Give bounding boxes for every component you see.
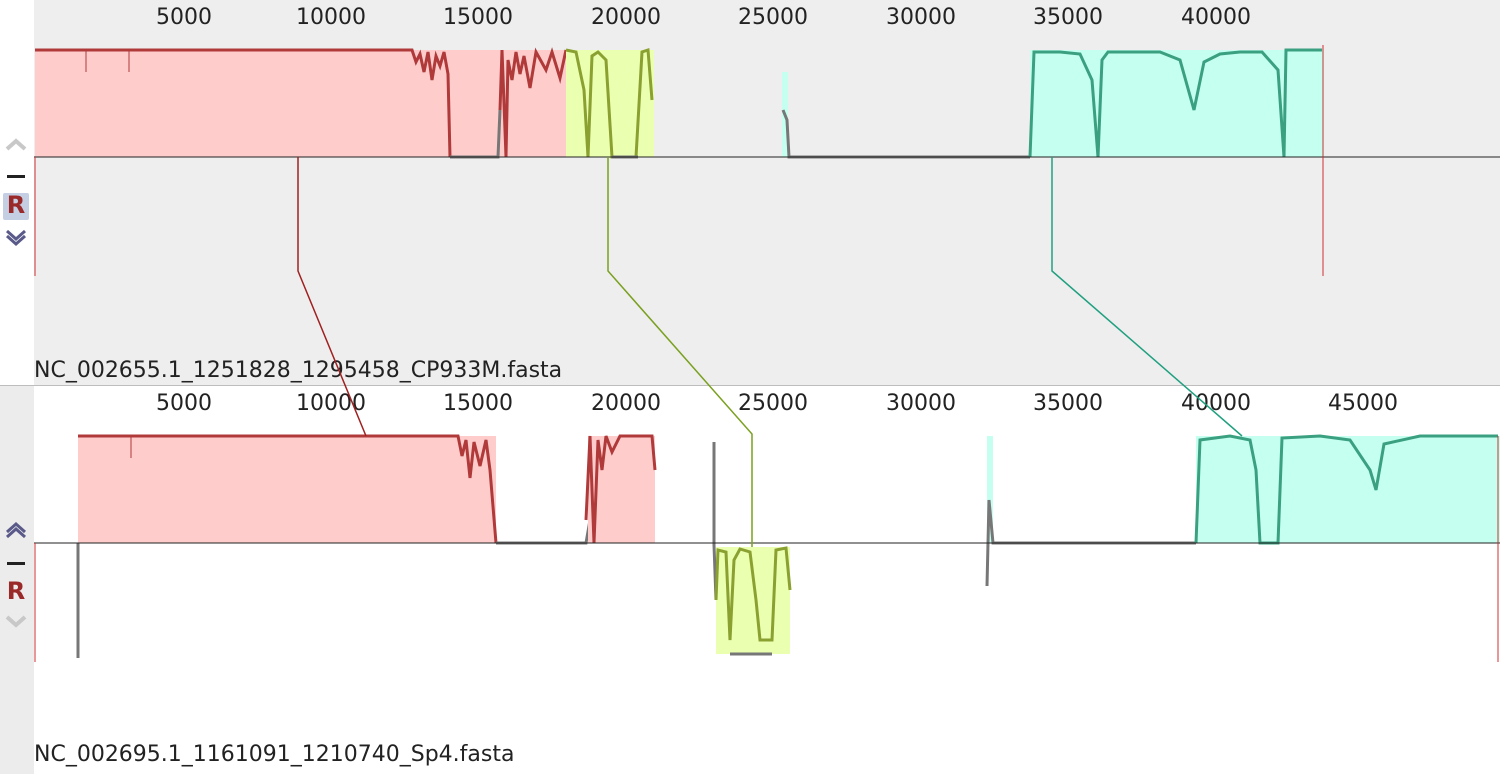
alignment-track-bottom[interactable] xyxy=(34,386,1500,774)
ruler-tick-label: 45000 xyxy=(1328,391,1398,416)
reference-r-icon[interactable]: R xyxy=(3,193,29,220)
ruler-tick-label: 5000 xyxy=(156,391,212,416)
ruler-tick-label: 40000 xyxy=(1181,5,1251,30)
ruler-tick-label: 15000 xyxy=(443,391,513,416)
move-down-button-bottom[interactable] xyxy=(2,614,30,630)
chevron-up-icon xyxy=(6,522,26,539)
ruler-tick-label: 25000 xyxy=(738,5,808,30)
ruler-tick-label: 35000 xyxy=(1033,391,1103,416)
sequence-name-label: NC_002655.1_1251828_1295458_CP933M.fasta xyxy=(34,358,563,383)
ruler-tick-label: 10000 xyxy=(296,5,366,30)
sequence-panel-top: R 5000 10000 15000 20000 25000 30000 350… xyxy=(0,0,1500,386)
reference-r-icon[interactable]: R xyxy=(6,577,26,605)
sequence-controls-top: R xyxy=(0,0,34,386)
sequence-panel-bottom: R 5000 10000 15000 20000 25000 30000 350… xyxy=(0,386,1500,774)
chevron-down-icon xyxy=(5,615,27,628)
minus-icon[interactable] xyxy=(7,175,25,178)
chevron-up-icon xyxy=(5,138,27,151)
minus-icon[interactable] xyxy=(7,562,25,565)
ruler-tick-label: 30000 xyxy=(886,5,956,30)
move-up-button-bottom[interactable] xyxy=(2,522,30,540)
ruler-tick-label: 15000 xyxy=(443,5,513,30)
ruler-tick-label: 30000 xyxy=(886,391,956,416)
alignment-track-top[interactable] xyxy=(34,0,1500,386)
ruler-tick-label: 5000 xyxy=(156,5,212,30)
ruler-tick-label: 40000 xyxy=(1181,391,1251,416)
ruler-tick-label: 35000 xyxy=(1033,5,1103,30)
ruler-tick-label: 20000 xyxy=(591,5,661,30)
move-up-button-top[interactable] xyxy=(2,136,30,152)
sequence-name-label: NC_002695.1_1161091_1210740_Sp4.fasta xyxy=(34,742,515,767)
ruler-tick-label: 20000 xyxy=(591,391,661,416)
move-down-button-top[interactable] xyxy=(2,228,30,246)
ruler-tick-label: 10000 xyxy=(296,391,366,416)
sequence-controls-bottom: R xyxy=(0,386,34,774)
chevron-down-icon xyxy=(6,229,26,246)
ruler-tick-label: 25000 xyxy=(738,391,808,416)
